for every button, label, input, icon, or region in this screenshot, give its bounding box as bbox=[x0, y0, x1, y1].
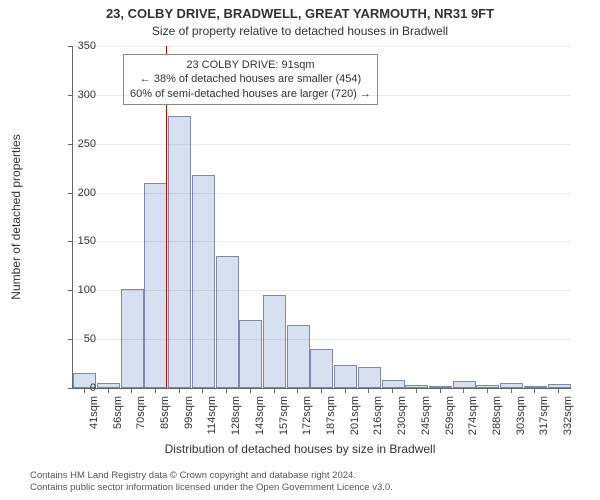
footer-line1: Contains HM Land Registry data © Crown c… bbox=[30, 470, 393, 482]
x-tick-mark bbox=[463, 388, 464, 393]
bar bbox=[192, 175, 215, 388]
x-tick-label: 143sqm bbox=[254, 396, 266, 446]
bar bbox=[358, 367, 381, 388]
x-tick-mark bbox=[274, 388, 275, 393]
chart-title: 23, COLBY DRIVE, BRADWELL, GREAT YARMOUT… bbox=[0, 6, 600, 21]
x-tick-mark bbox=[487, 388, 488, 393]
bar bbox=[263, 295, 286, 388]
x-tick-label: 332sqm bbox=[562, 396, 574, 446]
y-tick-label: 250 bbox=[72, 138, 96, 150]
bar bbox=[287, 325, 310, 389]
x-tick-label: 201sqm bbox=[349, 396, 361, 446]
callout-box: 23 COLBY DRIVE: 91sqm ← 38% of detached … bbox=[123, 54, 378, 105]
x-tick-label: 303sqm bbox=[515, 396, 527, 446]
x-tick-label: 56sqm bbox=[112, 396, 124, 446]
x-tick-label: 85sqm bbox=[159, 396, 171, 446]
x-tick-label: 128sqm bbox=[230, 396, 242, 446]
y-tick-label: 100 bbox=[72, 284, 96, 296]
chart-container: 23, COLBY DRIVE, BRADWELL, GREAT YARMOUT… bbox=[0, 0, 600, 500]
x-tick-mark bbox=[511, 388, 512, 393]
footer-line2: Contains public sector information licen… bbox=[30, 482, 393, 494]
x-tick-mark bbox=[250, 388, 251, 393]
grid-line bbox=[73, 290, 571, 291]
bar bbox=[310, 349, 333, 388]
grid-line bbox=[73, 388, 571, 389]
x-tick-mark bbox=[345, 388, 346, 393]
bar bbox=[168, 116, 191, 388]
chart-subtitle: Size of property relative to detached ho… bbox=[0, 24, 600, 38]
x-tick-mark bbox=[416, 388, 417, 393]
x-tick-label: 157sqm bbox=[278, 396, 290, 446]
y-tick-label: 300 bbox=[72, 89, 96, 101]
bar bbox=[382, 380, 405, 388]
x-tick-mark bbox=[179, 388, 180, 393]
x-tick-label: 70sqm bbox=[135, 396, 147, 446]
x-tick-label: 230sqm bbox=[396, 396, 408, 446]
x-tick-mark bbox=[108, 388, 109, 393]
bar bbox=[144, 183, 167, 388]
x-tick-mark bbox=[534, 388, 535, 393]
grid-line bbox=[73, 241, 571, 242]
x-tick-label: 172sqm bbox=[301, 396, 313, 446]
grid-line bbox=[73, 95, 571, 96]
y-tick-label: 50 bbox=[72, 333, 96, 345]
x-tick-mark bbox=[321, 388, 322, 393]
x-tick-label: 259sqm bbox=[444, 396, 456, 446]
x-tick-label: 288sqm bbox=[491, 396, 503, 446]
y-tick-label: 200 bbox=[72, 187, 96, 199]
bar bbox=[216, 256, 239, 388]
x-tick-mark bbox=[131, 388, 132, 393]
bar bbox=[239, 320, 262, 388]
y-tick-label: 150 bbox=[72, 235, 96, 247]
grid-line bbox=[73, 193, 571, 194]
callout-line3: 60% of semi-detached houses are larger (… bbox=[130, 87, 371, 101]
y-tick-label: 350 bbox=[72, 40, 96, 52]
x-tick-mark bbox=[440, 388, 441, 393]
x-tick-mark bbox=[84, 388, 85, 393]
x-tick-mark bbox=[558, 388, 559, 393]
bar bbox=[453, 381, 476, 388]
footer: Contains HM Land Registry data © Crown c… bbox=[30, 470, 393, 494]
x-tick-label: 216sqm bbox=[372, 396, 384, 446]
x-tick-label: 187sqm bbox=[325, 396, 337, 446]
x-tick-mark bbox=[202, 388, 203, 393]
x-tick-label: 317sqm bbox=[538, 396, 550, 446]
x-tick-mark bbox=[226, 388, 227, 393]
x-tick-label: 41sqm bbox=[88, 396, 100, 446]
x-tick-label: 99sqm bbox=[183, 396, 195, 446]
bar bbox=[334, 365, 357, 388]
x-tick-mark bbox=[155, 388, 156, 393]
callout-line1: 23 COLBY DRIVE: 91sqm bbox=[130, 58, 371, 72]
callout-line2: ← 38% of detached houses are smaller (45… bbox=[130, 72, 371, 86]
plot-area: 23 COLBY DRIVE: 91sqm ← 38% of detached … bbox=[72, 46, 571, 389]
grid-line bbox=[73, 339, 571, 340]
grid-line bbox=[73, 46, 571, 47]
x-tick-label: 274sqm bbox=[467, 396, 479, 446]
x-tick-mark bbox=[368, 388, 369, 393]
x-tick-label: 114sqm bbox=[206, 396, 218, 446]
grid-line bbox=[73, 144, 571, 145]
y-axis-label: Number of detached properties bbox=[9, 134, 23, 299]
x-tick-mark bbox=[392, 388, 393, 393]
x-tick-mark bbox=[297, 388, 298, 393]
x-tick-label: 245sqm bbox=[420, 396, 432, 446]
